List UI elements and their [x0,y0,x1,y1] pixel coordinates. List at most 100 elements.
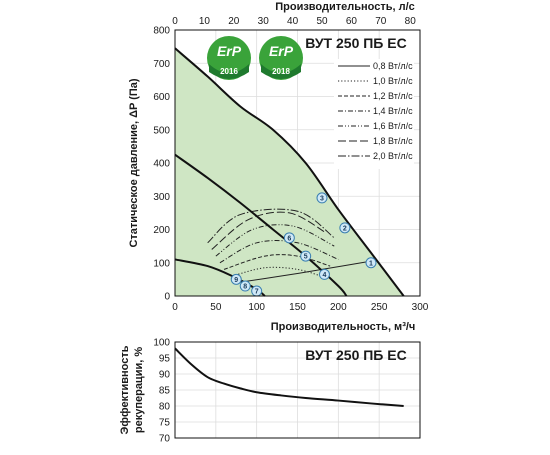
x-tick-label: 200 [330,302,347,313]
erp-2018-text: ErP [269,43,294,59]
legend-entry-7: 2,0 Вт/л/с [338,151,413,161]
top-chart-ylabel: Статическое давление, ΔP (Па) [128,78,140,247]
legend-entry-4: 1,4 Вт/л/с [338,106,413,116]
operating-point-label: 7 [255,289,259,296]
x2-tick-label: 80 [405,16,417,27]
operating-point-label: 8 [243,284,247,291]
legend-label: 1,8 Вт/л/с [373,136,413,146]
x2-tick-label: 50 [316,16,328,27]
operating-point-marker [300,250,312,262]
bottom-axis-label: Производительность, м³/ч [271,321,416,333]
x-tick-label: 50 [210,302,222,313]
legend-label: 0,8 Вт/л/с [373,61,413,71]
operating-point-label: 4 [322,272,326,279]
bottom-chart-axes [174,341,421,439]
erp-2016-badge: ErP 2016 [207,36,251,80]
operating-point-5: 5 [300,250,312,262]
x-tick-label: 150 [289,302,306,313]
legend-entry-3: 1,2 Вт/л/с [338,91,413,101]
fan-curve-1 [174,47,405,297]
y-tick-label: 800 [153,26,170,37]
spf-curve-1 [236,260,372,284]
top-chart-axes [174,29,421,297]
y-tick-label: 90 [159,370,171,381]
erp-2018-year: 2018 [272,67,290,76]
working-area [175,48,404,296]
legend-entry-1: 0,8 Вт/л/с [338,61,413,71]
operating-point-3: 3 [316,192,328,204]
legend-label: 1,6 Вт/л/с [373,121,413,131]
operating-point-label: 3 [320,195,324,202]
operating-point-1: 1 [365,257,377,269]
spf-curve-4 [219,240,339,264]
spf-curve-2 [232,266,327,279]
legend-label: 2,0 Вт/л/с [373,151,413,161]
y-tick-label: 0 [164,292,170,303]
y-tick-label: 100 [153,258,170,269]
legend-label: 1,2 Вт/л/с [373,91,413,101]
x-tick-label: 0 [172,302,178,313]
y-tick-label: 600 [153,92,170,103]
operating-point-marker [365,257,377,269]
x2-tick-label: 0 [172,16,178,27]
operating-point-label: 5 [304,254,308,261]
y-tick-label: 85 [159,386,171,397]
fan-curve-2 [174,153,348,297]
model-label-top: ВУТ 250 ПБ ЕС [305,35,406,51]
operating-point-7: 7 [251,285,263,297]
y-tick-label: 200 [153,225,170,236]
x2-tick-label: 60 [346,16,358,27]
operating-point-marker [318,268,330,280]
erp-2016-year: 2016 [220,67,238,76]
top-axis-label: Производительность, л/с [275,1,415,13]
operating-point-marker [339,222,351,234]
operating-point-2: 2 [339,222,351,234]
operating-point-marker [316,192,328,204]
efficiency-curve [174,347,404,407]
y-tick-label: 75 [159,418,171,429]
legend-entry-6: 1,8 Вт/л/с [338,136,413,146]
operating-point-label: 9 [234,277,238,284]
erp-2018-badge: ErP 2018 [259,36,303,80]
bottom-plot-frame [174,341,421,439]
operating-point-marker [239,280,251,292]
legend-label: 1,4 Вт/л/с [373,106,413,116]
bottom-chart-ylabel-line1: Эффективность [119,345,131,434]
x2-tick-label: 20 [228,16,240,27]
legend-entry-5: 1,6 Вт/л/с [338,121,413,131]
legend-label: 1,0 Вт/л/с [373,76,413,86]
spf-curve-7 [207,208,335,244]
operating-point-6: 6 [283,232,295,244]
y-tick-label: 500 [153,125,170,136]
spf-curve-6 [211,211,327,250]
x2-tick-label: 70 [375,16,387,27]
x-tick-label: 300 [412,302,429,313]
y-tick-label: 400 [153,159,170,170]
legend-entry-2: 1,0 Вт/л/с [338,76,413,86]
bottom-chart-ylabel-line2: рекуперации, % [133,347,145,433]
operating-point-label: 1 [369,260,373,267]
spf-legend: 0,8 Вт/л/с 1,0 Вт/л/с 1,2 Вт/л/с 1,4 Вт/л/с… [334,59,414,169]
y-tick-label: 95 [159,354,171,365]
spf-curve-5 [215,224,335,257]
operating-point-marker [230,273,242,285]
spf-curve-3 [223,254,331,270]
working-area-shade [175,48,404,296]
model-label-bottom: ВУТ 250 ПБ ЕС [305,347,406,363]
operating-point-label: 6 [287,235,291,242]
y-tick-label: 70 [159,434,171,445]
y-tick-label: 100 [153,338,170,349]
y-tick-label: 80 [159,402,171,413]
x-tick-label: 250 [371,302,388,313]
operating-point-4: 4 [318,268,330,280]
x2-tick-label: 30 [258,16,270,27]
legend-box [334,59,414,169]
spf-curves [207,208,372,284]
operating-point-marker [283,232,295,244]
x2-tick-label: 10 [199,16,211,27]
operating-point-9: 9 [230,273,242,285]
y-tick-label: 300 [153,192,170,203]
